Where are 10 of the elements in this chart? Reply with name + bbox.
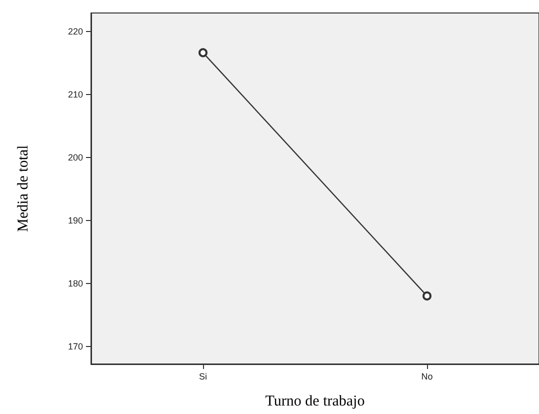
y-tick-label: 220 — [68, 26, 83, 36]
y-axis-title: Media de total — [16, 145, 32, 232]
y-tick-label: 200 — [68, 152, 83, 162]
x-tick-label: Si — [198, 372, 208, 382]
y-tick-label: 210 — [68, 89, 83, 100]
y-tick-label: 190 — [68, 215, 83, 226]
y-tick-label: 170 — [68, 341, 83, 352]
y-tick-label: 180 — [68, 278, 83, 288]
x-tick-label: No — [421, 372, 433, 382]
x-axis-title: Turno de trabajo — [265, 394, 365, 410]
